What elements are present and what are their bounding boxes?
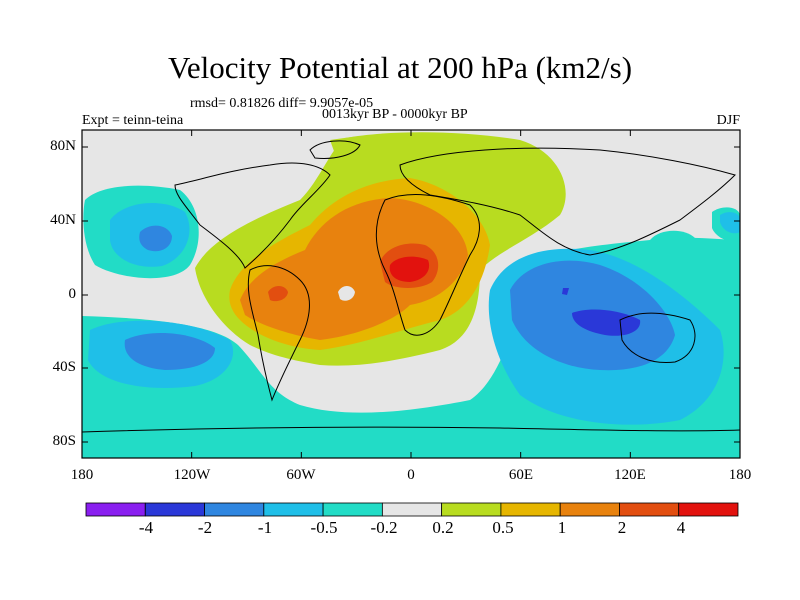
lat-tick-0: 0 bbox=[68, 286, 77, 302]
chart-title: Velocity Potential at 200 hPa (km2/s) bbox=[167, 50, 633, 85]
colorbar-swatch bbox=[85, 502, 146, 517]
contour-teal-ne bbox=[649, 230, 697, 268]
lat-tick-80s: 80S bbox=[52, 433, 76, 449]
colorbar-label: -2 bbox=[197, 518, 213, 537]
colorbar bbox=[85, 502, 739, 517]
colorbar-label: 0.5 bbox=[492, 518, 514, 537]
lon-tick-60w: 60W bbox=[286, 467, 316, 483]
contour-darkorange-sa bbox=[268, 286, 288, 302]
contour-darkblue-dot bbox=[562, 288, 569, 295]
lon-tick-120e: 120E bbox=[614, 467, 646, 483]
lon-tick-0: 0 bbox=[407, 467, 415, 483]
colorbar-swatch bbox=[322, 502, 383, 517]
rmsd-stats: rmsd= 0.81826 diff= 9.9057e-05 bbox=[190, 96, 374, 111]
lon-tick-120w: 120W bbox=[173, 467, 211, 483]
colorbar-label: 4 bbox=[676, 518, 686, 537]
colorbar-label: -0.2 bbox=[370, 518, 398, 537]
contour-blue-sw bbox=[124, 333, 215, 370]
contour-lime-n bbox=[330, 133, 530, 170]
colorbar-swatch bbox=[381, 502, 443, 517]
contour-darkblue-indian bbox=[572, 309, 641, 336]
season-label: DJF bbox=[716, 113, 740, 128]
contour-blue-nw bbox=[139, 225, 172, 252]
coastlines bbox=[82, 140, 740, 433]
colorbar-swatch bbox=[619, 502, 680, 517]
colorbar-label: 0.2 bbox=[432, 518, 454, 537]
contour-field bbox=[82, 130, 740, 458]
lat-tick-80n: 80N bbox=[50, 138, 76, 154]
contour-cyan-ne bbox=[720, 212, 740, 234]
experiment-label: Expt = teinn-teina bbox=[82, 113, 184, 128]
colorbar-swatch bbox=[263, 502, 324, 517]
period-label: 0013kyr BP - 0000kyr BP bbox=[322, 107, 468, 122]
colorbar-label: -4 bbox=[138, 518, 154, 537]
lon-tick-60e: 60E bbox=[508, 467, 534, 483]
colorbar-swatch bbox=[678, 502, 739, 517]
lat-tick-40s: 40S bbox=[52, 359, 76, 375]
contour-orange-main bbox=[240, 198, 468, 340]
colorbar-label: -0.5 bbox=[310, 518, 338, 537]
lon-tick-180e: 180 bbox=[728, 467, 752, 483]
contour-red-africa bbox=[389, 256, 430, 282]
colorbar-swatch bbox=[500, 502, 561, 517]
colorbar-label: 2 bbox=[617, 518, 627, 537]
colorbar-label: -1 bbox=[257, 518, 273, 537]
colorbar-swatch bbox=[204, 502, 265, 517]
colorbar-label: 1 bbox=[557, 518, 567, 537]
colorbar-swatch bbox=[559, 502, 620, 517]
colorbar-swatch bbox=[441, 502, 502, 517]
lat-tick-40n: 40N bbox=[50, 212, 76, 228]
axis-ticks bbox=[81, 130, 741, 458]
lon-tick-180w: 180 bbox=[70, 467, 94, 483]
colorbar-swatch bbox=[144, 502, 205, 517]
contour-neutral-hole bbox=[338, 286, 355, 301]
